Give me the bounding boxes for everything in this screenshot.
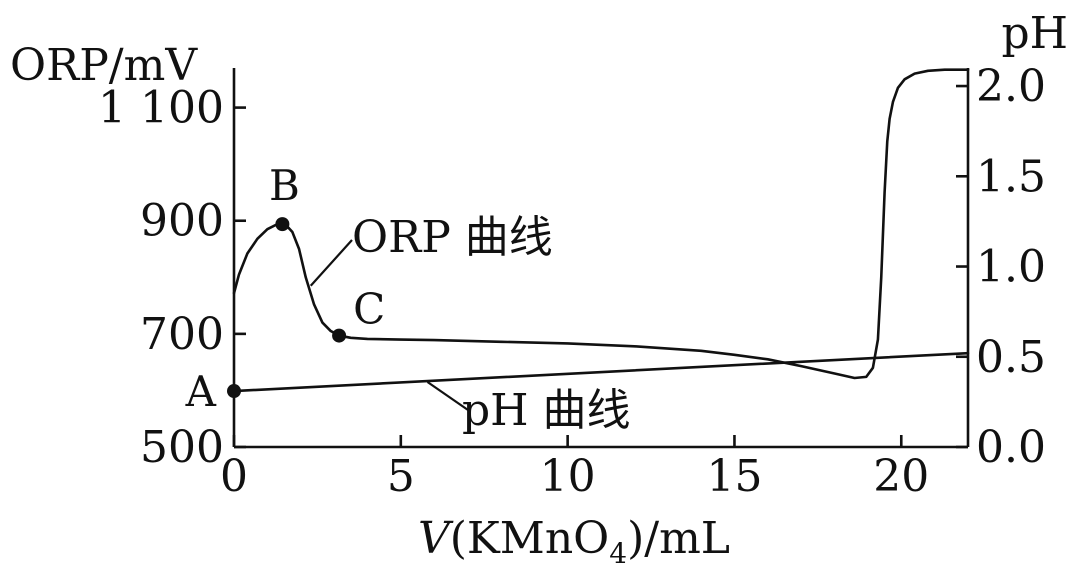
annotation-leader xyxy=(426,381,469,411)
point-a xyxy=(227,384,241,399)
marks xyxy=(227,217,347,399)
y-left-tick-label: 700 xyxy=(140,309,224,360)
series xyxy=(232,68,970,393)
orp-curve-label: ORP 曲线 xyxy=(352,212,553,263)
x-axis-title: V(KMnO4)/mL xyxy=(418,513,730,570)
x-tick-label: 10 xyxy=(540,451,596,502)
point-label-c: C xyxy=(353,285,385,334)
orp-curve xyxy=(232,68,970,380)
point-label-b: B xyxy=(269,161,300,210)
x-tick-label: 0 xyxy=(220,451,248,502)
axes xyxy=(232,68,970,449)
ph-curve-label: pH 曲线 xyxy=(462,385,631,436)
y-right-tick-label: 0.0 xyxy=(976,422,1046,473)
y-left-tick-label: 1 100 xyxy=(98,83,224,134)
ph-curve xyxy=(232,351,970,393)
y-right-tick-label: 1.0 xyxy=(976,242,1046,293)
labels: ORP/mV pH V(KMnO4)/mL A B C ORP 曲线 pH 曲线 xyxy=(10,8,1068,570)
y-right-axis-title: pH xyxy=(1001,8,1068,59)
point-c xyxy=(332,328,347,343)
point-label-a: A xyxy=(185,367,217,416)
y-left-axis-title: ORP/mV xyxy=(10,40,198,91)
annotation-leader xyxy=(309,239,353,287)
point-b xyxy=(275,217,290,232)
y-left-tick-label: 900 xyxy=(140,196,224,247)
x-tick-label: 5 xyxy=(387,451,415,502)
y-right-tick-label: 1.5 xyxy=(976,151,1046,202)
y-right-tick-label: 2.0 xyxy=(976,61,1046,112)
y-left-tick-label: 500 xyxy=(140,422,224,473)
y-right-tick-label: 0.5 xyxy=(976,332,1046,383)
x-tick-label: 20 xyxy=(873,451,929,502)
x-tick-label: 15 xyxy=(706,451,762,502)
ticks: 0 5 10 15 20 500 700 900 1 100 0.0 0.5 1.0 1.5 2.0 xyxy=(98,61,1046,502)
